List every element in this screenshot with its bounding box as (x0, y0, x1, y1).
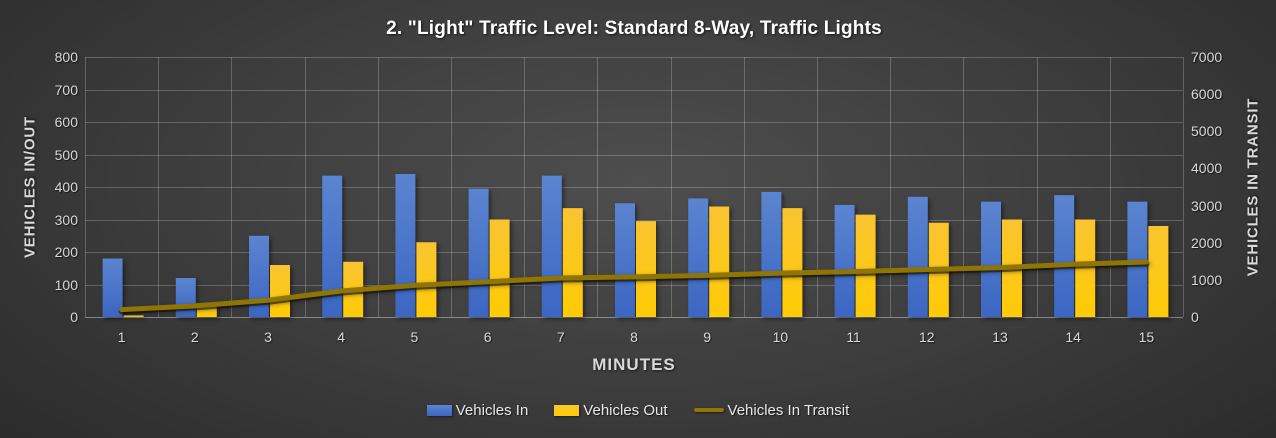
bar-vehicles-in[interactable] (907, 196, 928, 317)
x-axis-tick-label: 15 (1138, 329, 1155, 345)
bar-series (102, 174, 1169, 318)
y-axis-tick-label: 100 (54, 276, 78, 293)
bar-vehicles-out[interactable] (270, 265, 290, 317)
y-axis-tick-label: 800 (54, 49, 78, 65)
x-axis-tick-label: 13 (992, 329, 1008, 345)
bar-vehicles-in[interactable] (615, 203, 635, 317)
bar-vehicles-out[interactable] (1148, 226, 1169, 317)
x-axis-tick-label: 8 (630, 329, 638, 345)
y-axis-tick-label: 300 (54, 211, 78, 228)
y-axis-tick-label: 3000 (1191, 197, 1223, 214)
vehicles-out-swatch (554, 404, 580, 416)
bar-vehicles-in[interactable] (688, 198, 709, 317)
y-axis-tick-label: 5000 (1191, 123, 1223, 140)
bar-vehicles-out[interactable] (636, 221, 656, 317)
x-axis-tick-label: 10 (772, 329, 789, 345)
legend: Vehicles In Vehicles Out Vehicles In Tra… (0, 398, 1276, 422)
y-axis-tick-label: 0 (1191, 309, 1199, 325)
legend-item-vehicles-in-transit[interactable]: Vehicles In Transit (693, 401, 850, 419)
bar-vehicles-out[interactable] (709, 206, 730, 318)
vehicles-in-swatch (426, 404, 452, 416)
bar-vehicles-in[interactable] (981, 201, 1001, 317)
legend-label: Vehicles In (455, 401, 529, 419)
bar-vehicles-in[interactable] (102, 258, 123, 318)
y-axis-tick-label: 600 (54, 114, 78, 130)
y-axis-tick-label: 700 (54, 81, 78, 98)
bar-vehicles-in[interactable] (1054, 195, 1075, 317)
legend-label: Vehicles In Transit (727, 401, 850, 419)
x-axis-tick-label: 6 (483, 329, 492, 345)
bar-vehicles-out[interactable] (416, 242, 437, 317)
y-axis-tick-label: 2000 (1191, 234, 1223, 251)
x-axis-tick-label: 2 (190, 329, 199, 345)
line-series (118, 259, 1150, 315)
bar-vehicles-in[interactable] (1127, 201, 1148, 317)
bar-vehicles-in[interactable] (468, 188, 489, 317)
x-axis-tick-label: 3 (264, 329, 272, 345)
y-axis-tick-label: 4000 (1191, 160, 1223, 177)
y-axis-tick-label: 0 (70, 309, 78, 325)
x-axis-tick-label: 7 (556, 329, 565, 345)
x-axis-tick-label: 14 (1065, 329, 1081, 345)
x-axis-tick-label: 4 (337, 329, 346, 345)
x-axis-tick-label: 5 (410, 329, 419, 345)
bar-vehicles-in[interactable] (322, 175, 343, 317)
y-axis-tick-label: 7000 (1191, 49, 1223, 65)
legend-item-vehicles-out[interactable]: Vehicles Out (554, 401, 668, 419)
bar-vehicles-in[interactable] (834, 204, 855, 317)
x-axis-tick-label: 12 (919, 329, 935, 345)
legend-label: Vehicles Out (583, 401, 668, 419)
plot-area (85, 57, 1184, 318)
vehicles-in-transit-swatch (693, 408, 724, 412)
vehicles-in-transit-line[interactable] (119, 259, 1149, 313)
bar-vehicles-in[interactable] (761, 191, 782, 317)
bar-vehicles-out[interactable] (855, 214, 876, 317)
y-axis-tick-label: 1000 (1191, 271, 1223, 288)
y-axis-tick-label: 6000 (1191, 86, 1223, 103)
bar-vehicles-out[interactable] (562, 208, 583, 317)
x-axis-tick-label: 11 (846, 329, 861, 345)
bar-vehicles-out[interactable] (782, 208, 803, 317)
x-axis-tick-label: 1 (117, 329, 126, 345)
y-axis-tick-label: 200 (54, 244, 78, 260)
bar-vehicles-in[interactable] (395, 174, 416, 317)
bar-vehicles-in[interactable] (541, 175, 562, 317)
plot-svg (85, 57, 1184, 318)
legend-item-vehicles-in[interactable]: Vehicles In (426, 401, 529, 419)
y-axis-tick-label: 500 (54, 146, 78, 163)
chart-title[interactable]: 2. "Light" Traffic Level: Standard 8-Way… (386, 18, 882, 39)
y-axis-tick-label: 400 (54, 179, 78, 195)
bar-vehicles-out[interactable] (489, 219, 510, 318)
bar-vehicles-in[interactable] (249, 235, 269, 317)
bar-vehicles-out[interactable] (123, 315, 144, 317)
x-axis-title: MINUTES (592, 355, 676, 374)
x-axis-tick-label: 9 (703, 329, 712, 345)
